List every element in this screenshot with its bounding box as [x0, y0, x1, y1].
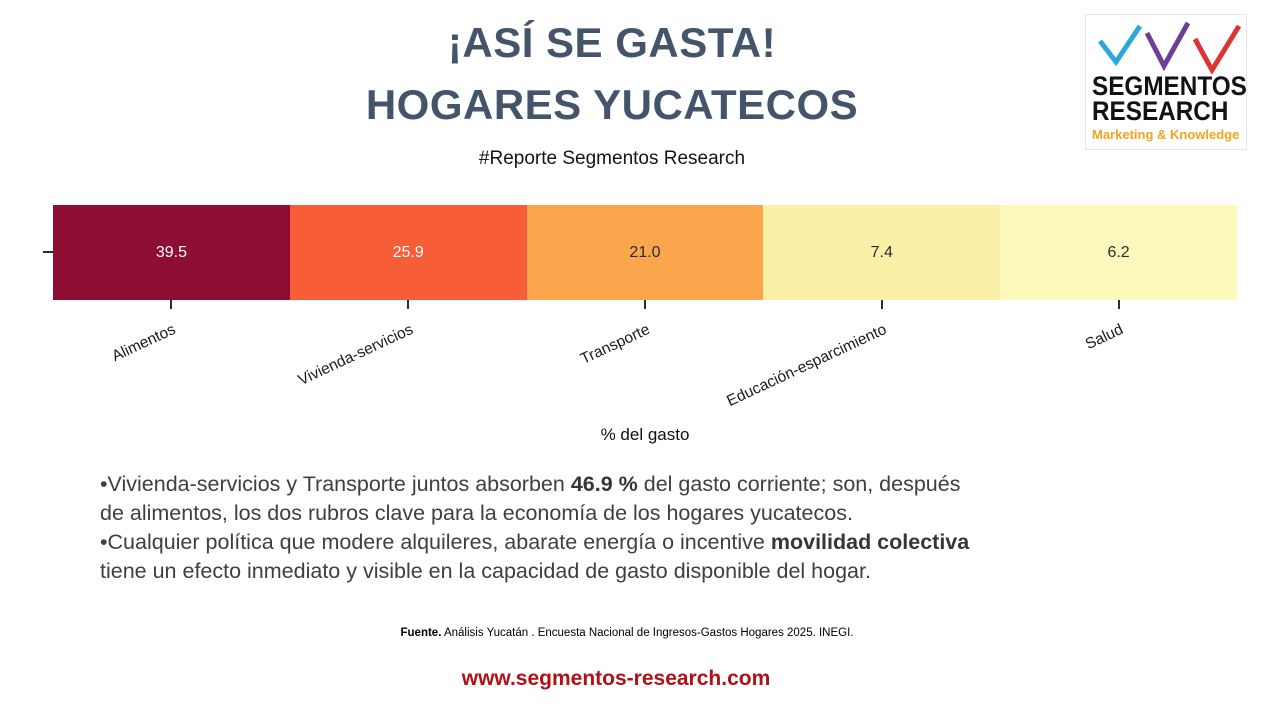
category-label: Transporte [577, 321, 653, 368]
bar-value-label: 6.2 [1107, 243, 1130, 261]
logo-name-line-2: RESEARCH [1092, 96, 1229, 126]
category-label: Vivienda-servicios [295, 321, 416, 390]
segmentos-research-logo: SEGMENTOS RESEARCH Marketing & Knowledge [1085, 14, 1247, 150]
logo-checkmarks [1098, 21, 1242, 74]
source-text: Análisis Yucatán . Encuesta Nacional de … [441, 627, 854, 639]
logo-name-line-1: SEGMENTOS [1092, 71, 1247, 101]
category-label: Alimentos [109, 321, 179, 366]
bar-value-label: 7.4 [870, 243, 893, 261]
bar-segment-Educación-esparcimiento: 7.4 [763, 205, 1001, 300]
website-link[interactable]: www.segmentos-research.com [461, 667, 771, 690]
stacked-bar: 39.5 25.9 21.0 7.4 6.2 [53, 205, 1237, 300]
spending-bar-chart: 39.5 25.9 21.0 7.4 6.2 Alimentos Vivienda-ser… [43, 205, 1237, 410]
page-title-line-1: ¡ASÍ SE GASTA! [447, 19, 777, 66]
report-subtitle: #Reporte Segmentos Research [478, 148, 746, 169]
x-axis-tick [407, 300, 410, 309]
source-note: Fuente. Análisis Yucatán . Encuesta Naci… [0, 627, 1254, 639]
bar-value-label: 21.0 [629, 243, 661, 261]
logo-tagline: Marketing & Knowledge [1092, 127, 1240, 142]
bar-segment-Alimentos: 39.5 [53, 205, 290, 300]
bar-value-label: 25.9 [392, 243, 424, 261]
category-label: Educación-esparcimiento [724, 321, 889, 410]
x-axis-tick [644, 300, 646, 309]
bar-segment-Salud: 6.2 [1000, 205, 1237, 300]
check-icon-red [1192, 24, 1242, 74]
source-label: Fuente. [400, 627, 442, 639]
x-axis-tick [1117, 300, 1120, 309]
bar-segment-Transporte: 21.0 [526, 205, 764, 300]
insight-text: •Vivienda-servicios y Transporte juntos … [100, 472, 970, 583]
page-title-line-2: HOGARES YUCATECOS [365, 81, 859, 128]
category-label: Salud [1082, 321, 1126, 354]
y-axis-tick [43, 251, 53, 253]
check-icon-purple [1144, 21, 1191, 72]
bar-value-label: 39.5 [155, 243, 187, 261]
header: ¡ASÍ SE GASTA! HOGARES YUCATECOS #Report… [0, 22, 1224, 170]
x-axis-tick [170, 300, 173, 309]
x-ticks [53, 300, 1237, 309]
x-axis-tick [880, 300, 883, 309]
check-icon-blue [1098, 24, 1143, 67]
x-axis-label: % del gasto [600, 425, 690, 444]
bar-segment-Vivienda-servicios: 25.9 [289, 205, 527, 300]
